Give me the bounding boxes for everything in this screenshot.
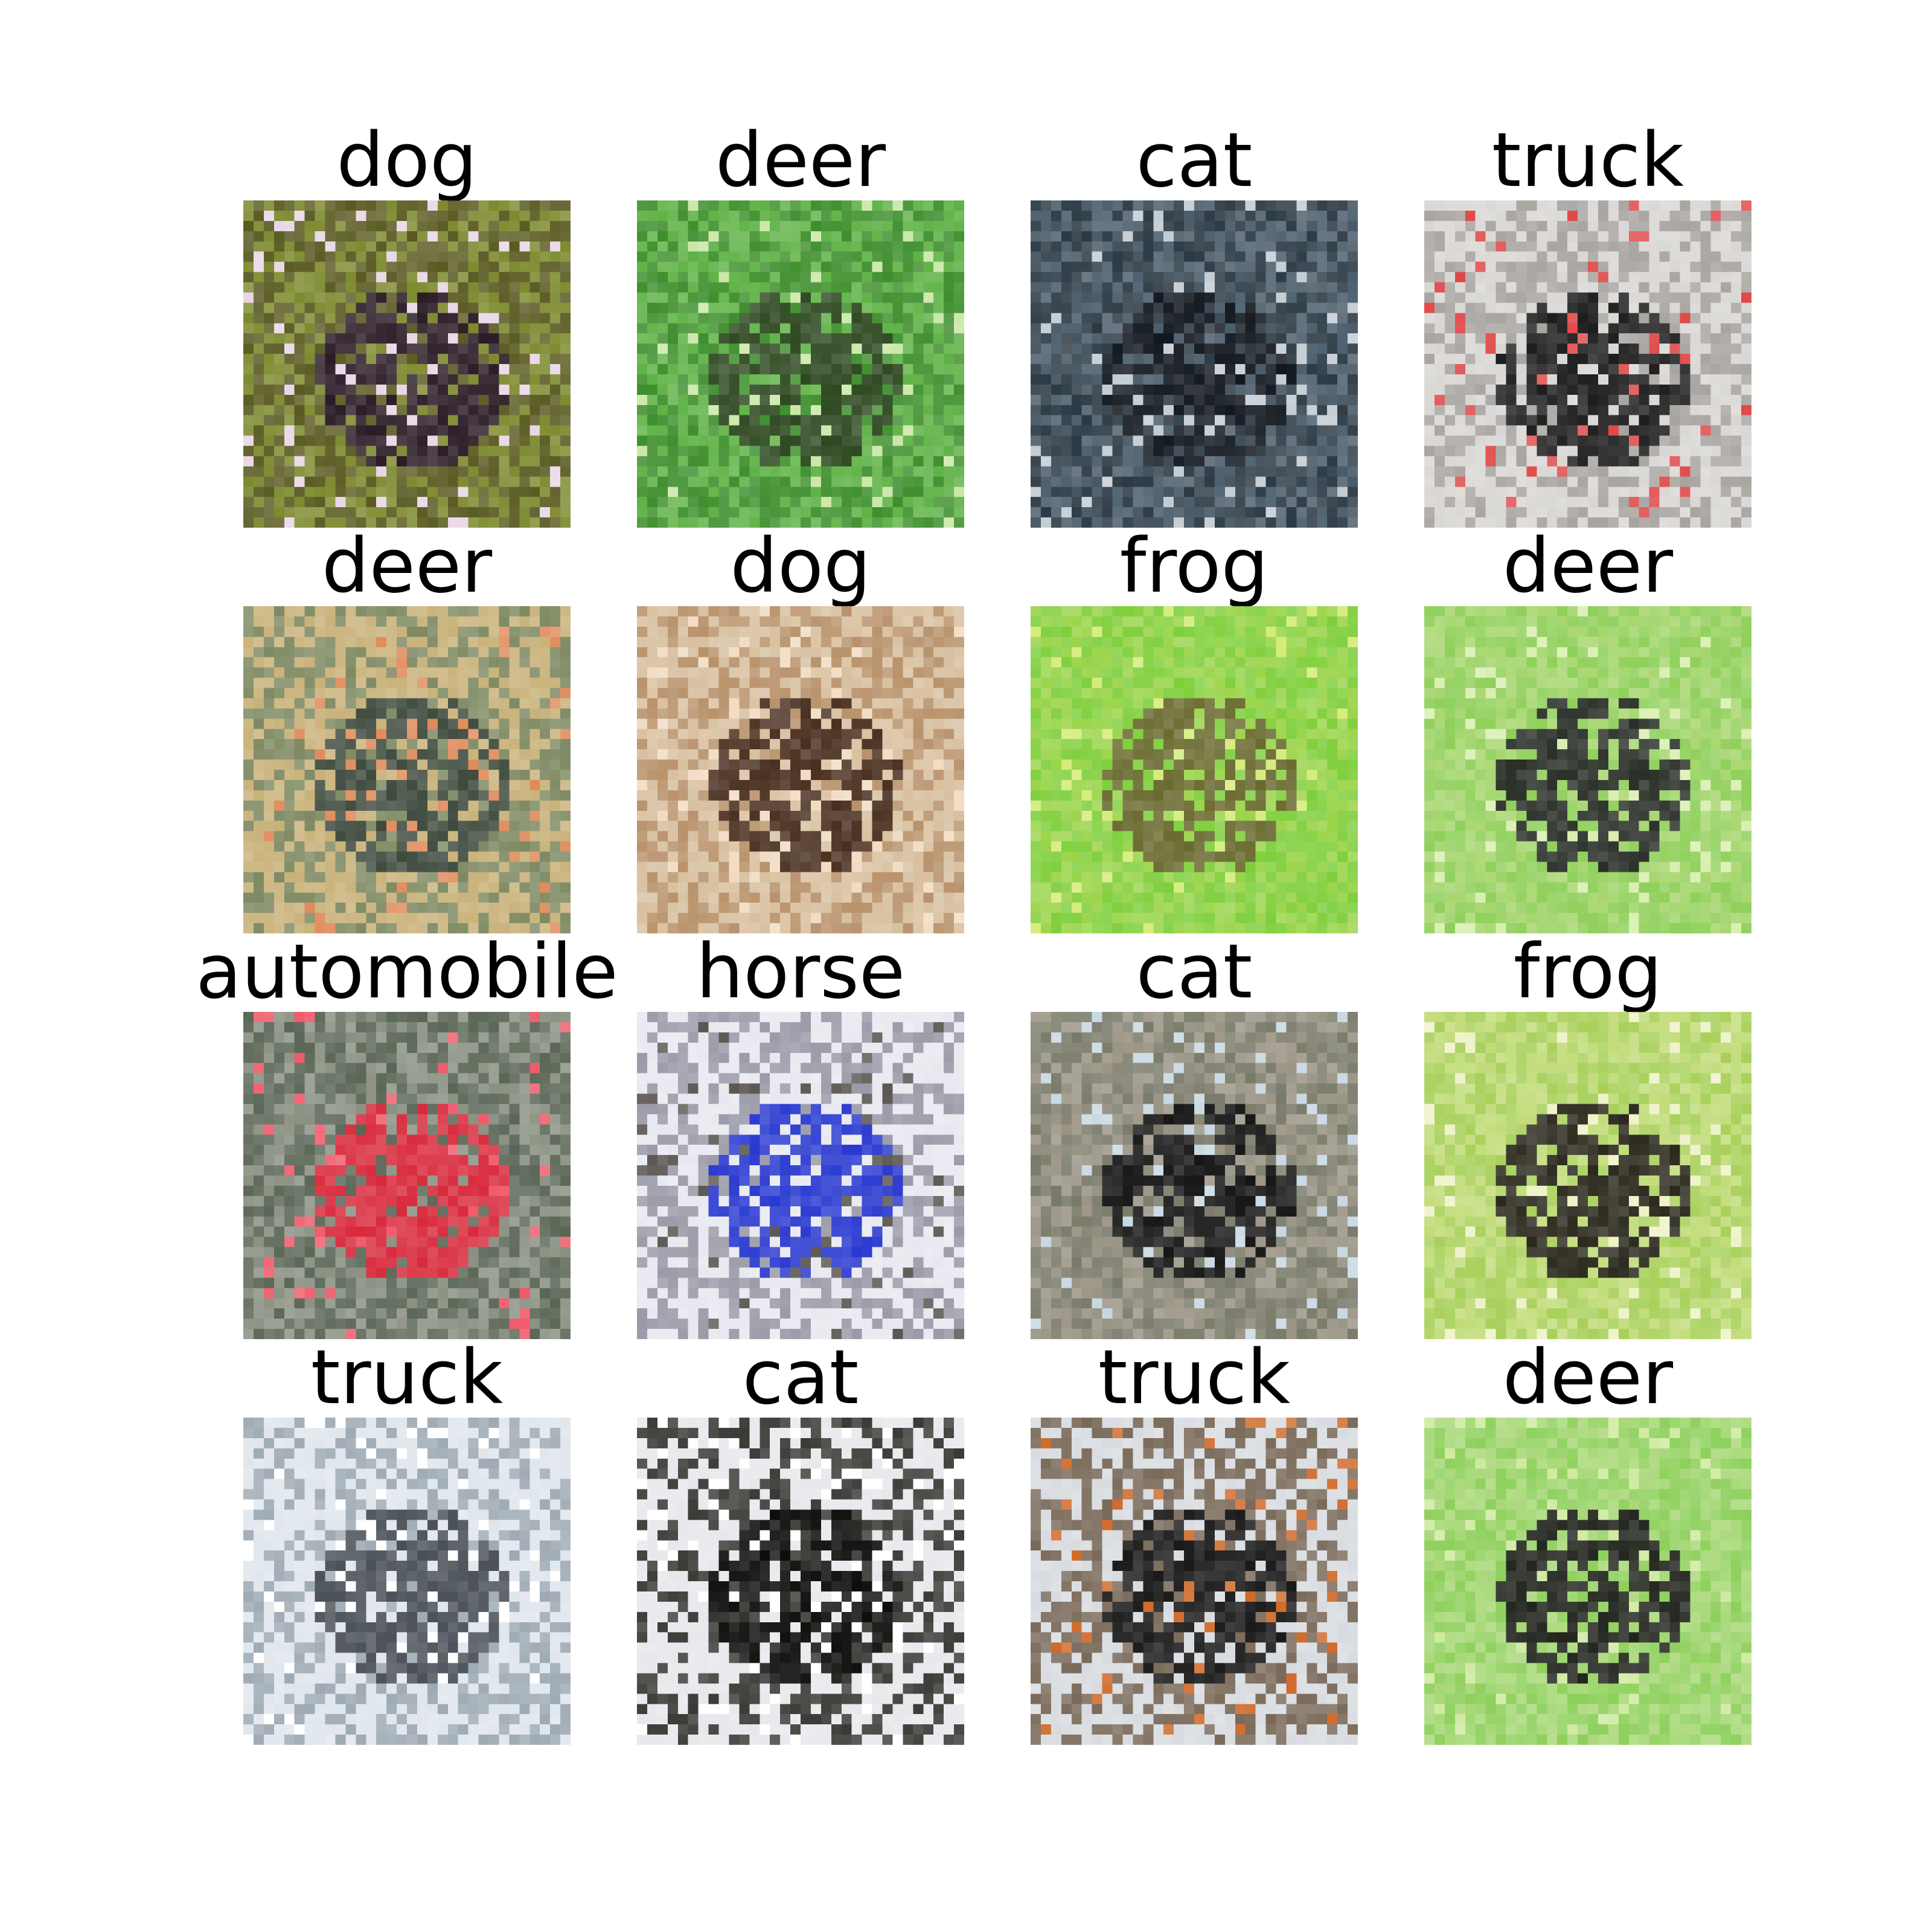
- image-label: dog: [730, 523, 871, 610]
- grid-cell: automobile: [196, 932, 618, 1339]
- grid-cell: cat: [637, 1338, 964, 1745]
- image-label: truck: [1491, 117, 1684, 204]
- thumbnail-image: [243, 606, 571, 933]
- image-label: cat: [742, 1334, 859, 1421]
- grid-cell: deer: [1424, 1338, 1751, 1745]
- thumbnail-image: [243, 1012, 571, 1339]
- thumbnail-image: [1424, 1012, 1751, 1339]
- pixel-thumbnail: [1424, 606, 1751, 933]
- grid-cell: cat: [1031, 932, 1358, 1339]
- image-label: dog: [336, 117, 478, 204]
- pixel-thumbnail: [243, 200, 571, 528]
- pixel-thumbnail: [1424, 1418, 1751, 1745]
- grid-cell: horse: [637, 932, 964, 1339]
- grid-cell: frog: [1424, 932, 1751, 1339]
- grid-cell: deer: [243, 526, 571, 933]
- pixel-thumbnail: [637, 200, 964, 528]
- thumbnail-image: [1424, 1418, 1751, 1745]
- image-label: horse: [696, 929, 906, 1016]
- grid-cell: truck: [243, 1338, 571, 1745]
- pixel-thumbnail: [1031, 606, 1358, 933]
- pixel-thumbnail: [243, 1418, 571, 1745]
- thumbnail-image: [637, 1418, 964, 1745]
- thumbnail-image: [1031, 200, 1358, 528]
- pixel-thumbnail: [1031, 200, 1358, 528]
- image-label: cat: [1136, 117, 1253, 204]
- pixel-thumbnail: [637, 606, 964, 933]
- pixel-thumbnail: [637, 1418, 964, 1745]
- image-label: automobile: [196, 929, 618, 1016]
- pixel-thumbnail: [1424, 200, 1751, 528]
- thumbnail-image: [243, 200, 571, 528]
- thumbnail-image: [1031, 1418, 1358, 1745]
- image-label: truck: [1098, 1334, 1291, 1421]
- pixel-thumbnail: [243, 606, 571, 933]
- grid-cell: deer: [1424, 526, 1751, 933]
- image-label: deer: [321, 523, 493, 610]
- grid-cell: truck: [1031, 1338, 1358, 1745]
- pixel-thumbnail: [1031, 1012, 1358, 1339]
- thumbnail-image: [637, 606, 964, 933]
- grid-cell: frog: [1031, 526, 1358, 933]
- grid-cell: cat: [1031, 121, 1358, 528]
- grid-cell: deer: [637, 121, 964, 528]
- pixel-thumbnail: [243, 1012, 571, 1339]
- image-label: deer: [1502, 1334, 1674, 1421]
- grid-cell: dog: [637, 526, 964, 933]
- thumbnail-image: [1031, 1012, 1358, 1339]
- image-label: frog: [1119, 523, 1269, 610]
- image-label: truck: [310, 1334, 504, 1421]
- pixel-thumbnail: [1031, 1418, 1358, 1745]
- image-label: cat: [1136, 929, 1253, 1016]
- thumbnail-image: [637, 200, 964, 528]
- thumbnail-image: [243, 1418, 571, 1745]
- pixel-thumbnail: [637, 1012, 964, 1339]
- thumbnail-image: [1424, 606, 1751, 933]
- grid-cell: dog: [243, 121, 571, 528]
- grid-cell: truck: [1424, 121, 1751, 528]
- thumbnail-image: [637, 1012, 964, 1339]
- image-label: deer: [715, 117, 886, 204]
- thumbnail-image: [1031, 606, 1358, 933]
- pixel-thumbnail: [1424, 1012, 1751, 1339]
- thumbnail-image: [1424, 200, 1751, 528]
- image-label: deer: [1502, 523, 1674, 610]
- image-label: frog: [1513, 929, 1663, 1016]
